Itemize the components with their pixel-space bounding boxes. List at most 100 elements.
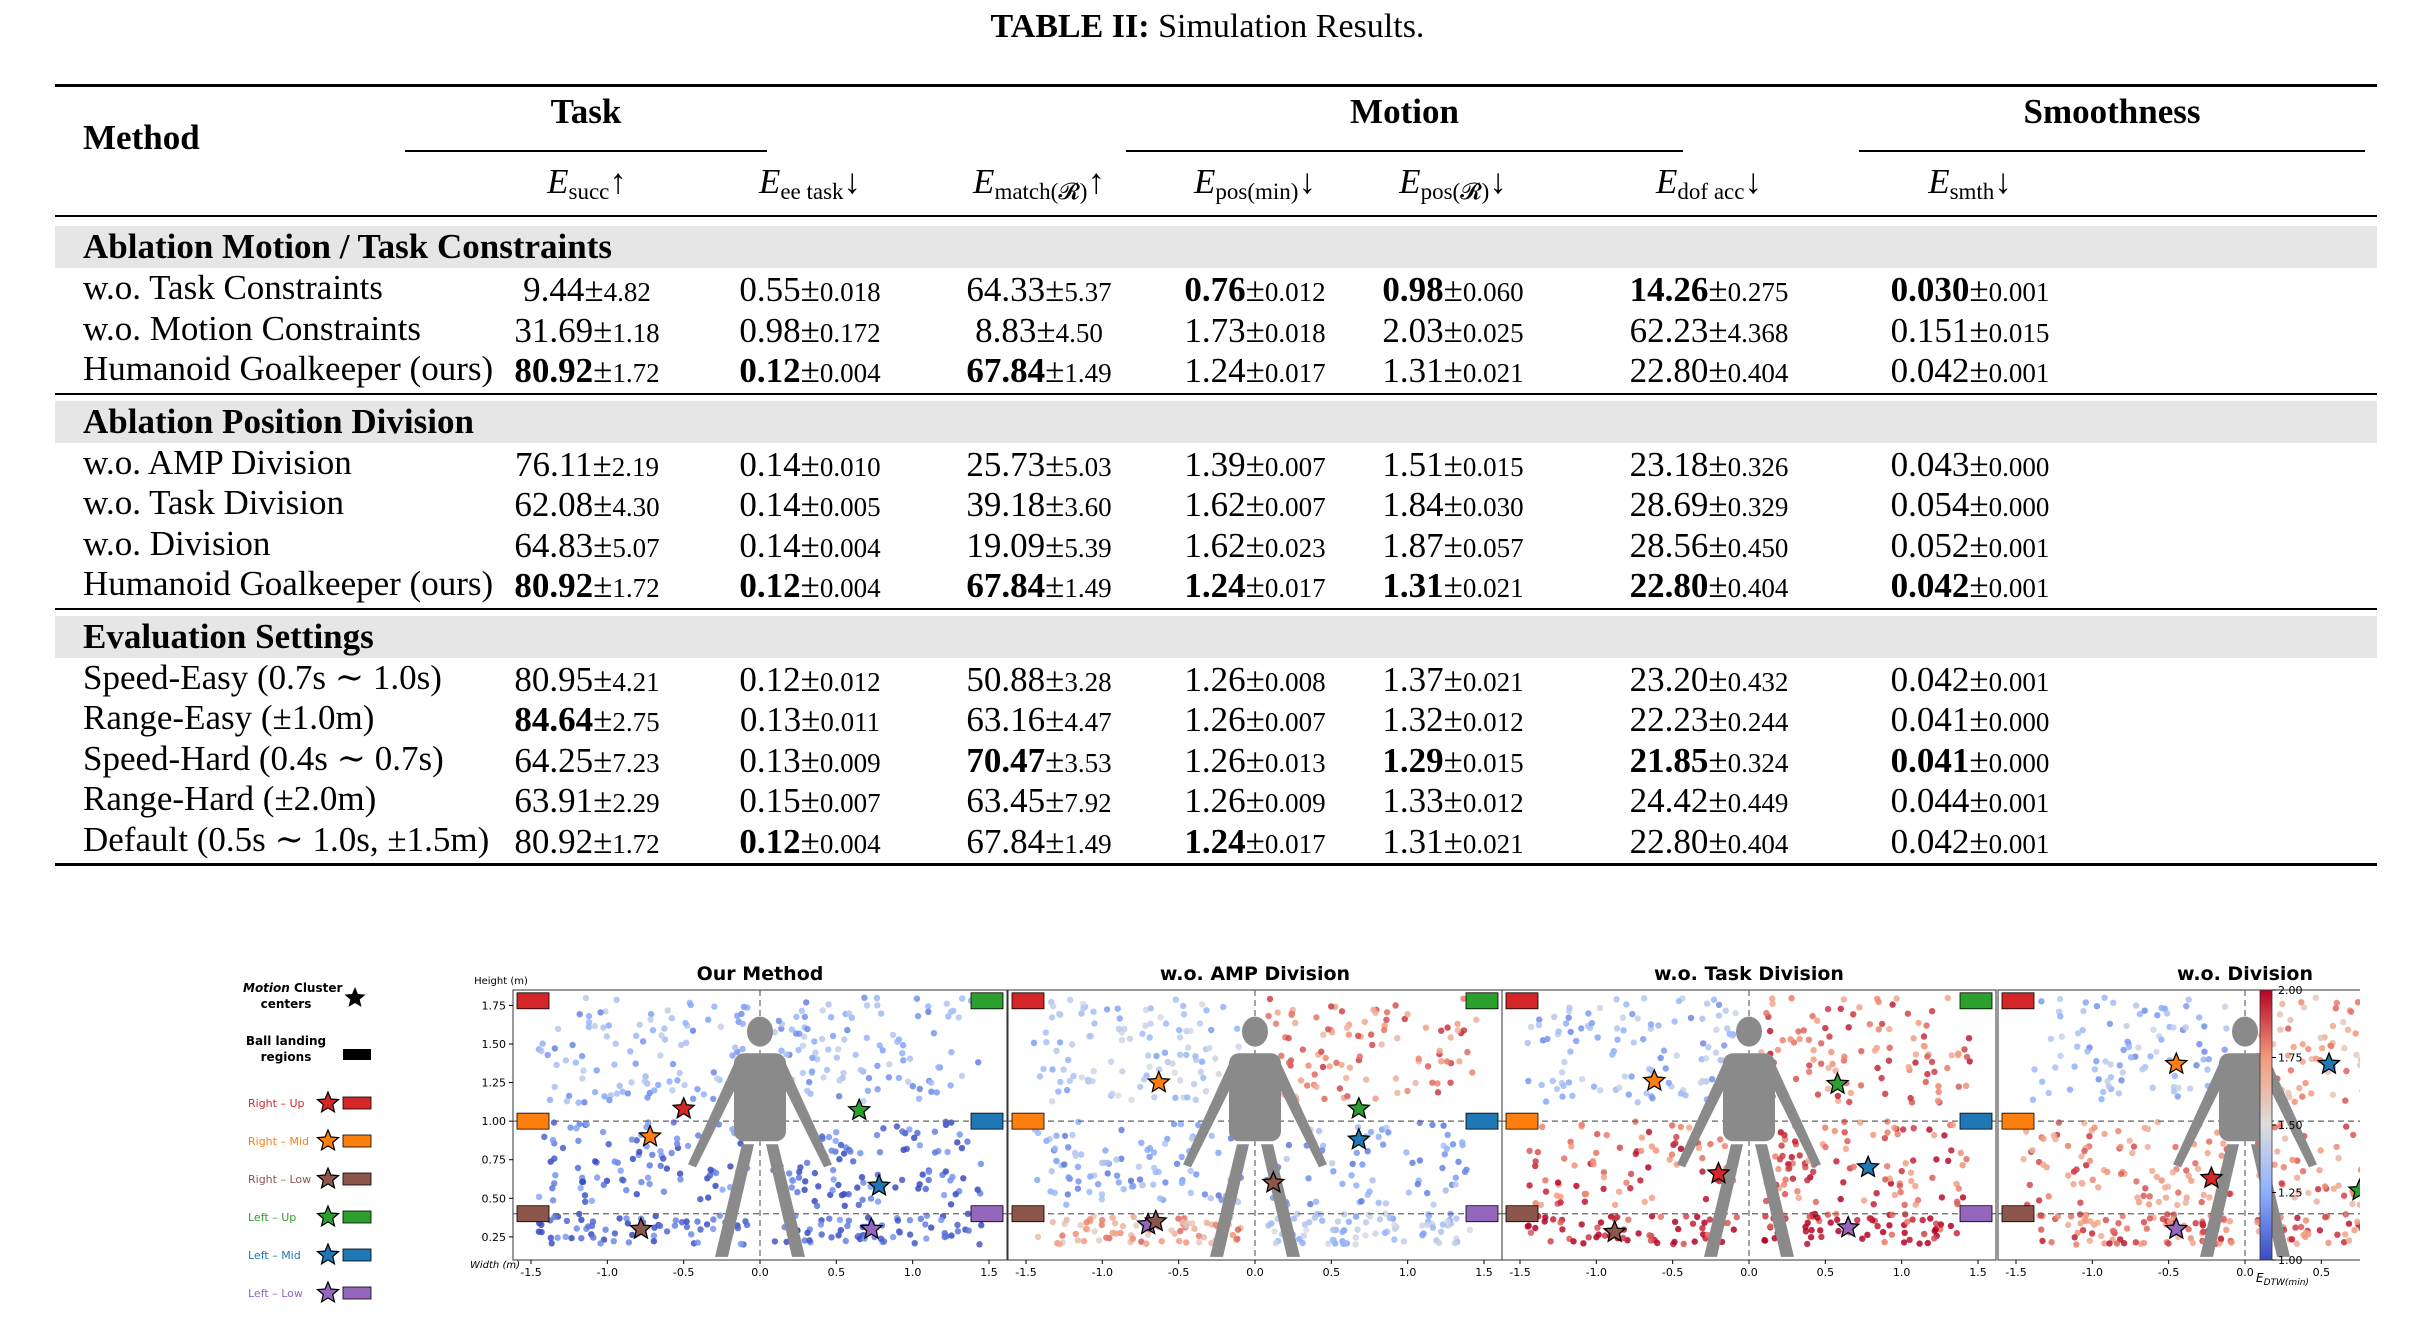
scatter-point [643,1123,650,1131]
scatter-point [899,1050,906,1057]
scatter-point [1034,1233,1042,1241]
scatter-point [879,1047,886,1054]
scatter-point [1594,1224,1601,1231]
scatter-point [2038,998,2045,1005]
scatter-point [1385,1129,1392,1136]
scatter-point [925,1176,932,1184]
scatter-point [1780,1181,1788,1188]
scatter-point [1840,996,1848,1003]
landing-region-marker [1505,1112,1539,1130]
scatter-point [1353,1149,1361,1156]
scatter-point [1361,1018,1369,1025]
scatter-point [1565,1014,1572,1021]
scatter-point [2113,1240,2121,1247]
scatter-point [1283,1155,1290,1163]
scatter-point [1172,1094,1179,1101]
table-rule [55,84,2377,87]
scatter-point [2277,1026,2284,1033]
scatter-point [880,1125,887,1132]
scatter-point [1192,1096,1199,1103]
scatter-point [923,1235,930,1242]
scatter-point [2335,1155,2342,1162]
scatter-point [958,1072,966,1080]
landing-region-marker [2001,992,2035,1010]
scatter-point [1345,1031,1353,1038]
scatter-point [1138,1238,1145,1245]
scatter-point [2334,1231,2341,1238]
scatter-point [2274,1148,2281,1155]
scatter-point [1049,1066,1056,1073]
scatter-point [1944,994,1951,1002]
scatter-point [1429,1079,1436,1086]
scatter-point [947,1201,955,1208]
scatter-point [588,1197,596,1204]
scatter-point [613,996,620,1004]
legend-region-swatch [342,1096,372,1110]
scatter-point [1786,1165,1793,1172]
scatter-point [1469,1069,1476,1076]
scatter-point [1382,1200,1390,1207]
scatter-point [1652,1147,1660,1154]
scatter-point [823,1066,831,1074]
scatter-point [1183,1222,1190,1230]
scatter-point [877,1010,885,1017]
scatter-point [898,1176,906,1184]
scatter-point [1578,1121,1585,1128]
scatter-point [2345,1220,2353,1227]
x-tick-label: -0.5 [1168,1266,1189,1279]
scatter-point [2095,1076,2102,1083]
scatter-point [954,1221,961,1229]
scatter-point [1818,1060,1825,1067]
scatter-point [1036,1073,1044,1080]
scatter-point [1782,1176,1789,1183]
scatter-point [1195,1232,1203,1240]
value-cell: 70.47±3.53 [966,740,1112,780]
scatter-point [2039,1078,2046,1085]
scatter-point [1824,1211,1832,1218]
scatter-point [2302,1079,2309,1087]
scatter-point [819,1035,826,1043]
scatter-point [1910,1125,1917,1132]
value-cell: 0.76±0.012 [1184,270,1326,309]
scatter-point [1818,1233,1825,1241]
scatter-point [1824,1005,1832,1013]
scatter-point [1353,1182,1360,1189]
scatter-point [2330,1185,2338,1192]
scatter-point [836,1077,843,1084]
scatter-point [1078,1151,1085,1158]
results-table: Method Task Motion Smoothness Esucc↑ Eee task… [55,84,2377,904]
scatter-point [1055,1088,1062,1095]
scatter-point [2105,1083,2112,1090]
scatter-point [1128,1096,1135,1103]
scatter-point [1875,1026,1883,1033]
scatter-point [2305,1189,2312,1197]
scatter-point [906,1126,913,1133]
scatter-point [1147,1005,1154,1012]
legend-item-label: Left – Up [248,1211,296,1224]
scatter-point [1779,1037,1786,1044]
scatter-point [1524,1039,1531,1047]
scatter-point [1056,1240,1063,1248]
scatter-point [1888,1231,1896,1238]
scatter-point [1142,1022,1149,1029]
scatter-point [1814,1017,1821,1024]
cluster-center-star [2164,1051,2189,1075]
scatter-point [2340,1018,2347,1026]
scatter-point [593,1067,600,1074]
scatter-point [1341,1239,1348,1246]
group-underline [405,150,767,152]
scatter-point [1150,1181,1157,1188]
scatter-point [2082,1217,2089,1225]
scatter-point [2291,1194,2298,1201]
scatter-point [1708,1076,1716,1083]
scatter-point [1080,1004,1087,1012]
scatter-point [1909,1216,1916,1223]
scatter-point [2335,1182,2342,1189]
scatter-point [1206,1045,1213,1052]
scatter-point [813,1202,821,1210]
scatter-point [916,1085,923,1093]
scatter-point [1314,1210,1321,1218]
robot-arm [2173,1059,2227,1168]
scatter-point [605,1022,612,1029]
scatter-point [1104,1170,1111,1177]
